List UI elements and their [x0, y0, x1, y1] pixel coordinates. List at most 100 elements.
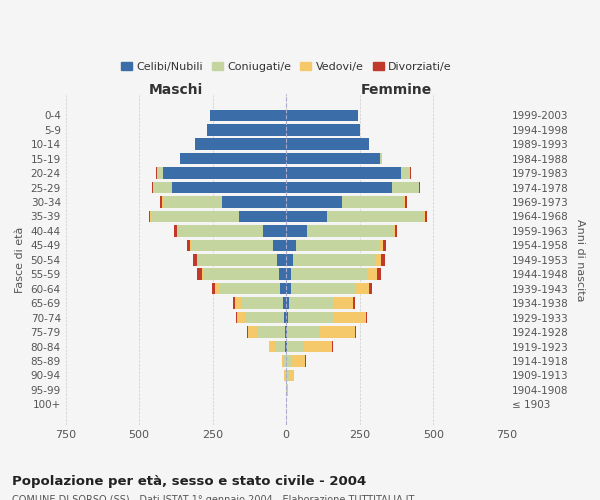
- Bar: [237, 312, 245, 324]
- Bar: [355, 283, 368, 294]
- Bar: [191, 240, 273, 251]
- Bar: [197, 254, 198, 266]
- Bar: [287, 312, 333, 324]
- Bar: [275, 340, 286, 352]
- Bar: [286, 298, 289, 309]
- Bar: [163, 196, 221, 208]
- Legend: Celibi/Nubili, Coniugati/e, Vedovi/e, Divorziati/e: Celibi/Nubili, Coniugati/e, Vedovi/e, Di…: [116, 57, 456, 76]
- Bar: [245, 312, 284, 324]
- Bar: [236, 312, 237, 324]
- Bar: [210, 110, 286, 121]
- Bar: [233, 298, 235, 309]
- Bar: [368, 283, 372, 294]
- Bar: [181, 153, 286, 164]
- Bar: [292, 355, 305, 367]
- Text: Maschi: Maschi: [149, 82, 203, 96]
- Bar: [285, 326, 286, 338]
- Bar: [160, 196, 162, 208]
- Bar: [279, 268, 286, 280]
- Bar: [375, 254, 381, 266]
- Bar: [284, 312, 286, 324]
- Bar: [383, 240, 386, 251]
- Bar: [333, 312, 365, 324]
- Bar: [304, 340, 332, 352]
- Bar: [195, 138, 286, 150]
- Bar: [392, 182, 419, 194]
- Bar: [296, 240, 380, 251]
- Bar: [285, 370, 286, 381]
- Bar: [319, 326, 355, 338]
- Bar: [293, 254, 375, 266]
- Bar: [365, 312, 367, 324]
- Bar: [290, 283, 355, 294]
- Bar: [151, 210, 239, 222]
- Bar: [273, 240, 286, 251]
- Bar: [207, 124, 286, 136]
- Bar: [152, 182, 153, 194]
- Bar: [149, 210, 151, 222]
- Bar: [286, 124, 360, 136]
- Bar: [286, 182, 392, 194]
- Bar: [286, 138, 368, 150]
- Bar: [283, 355, 286, 367]
- Y-axis label: Fasce di età: Fasce di età: [15, 226, 25, 293]
- Bar: [235, 298, 241, 309]
- Bar: [380, 240, 383, 251]
- Bar: [286, 355, 292, 367]
- Bar: [190, 240, 191, 251]
- Bar: [286, 168, 401, 179]
- Bar: [239, 210, 286, 222]
- Bar: [342, 196, 404, 208]
- Bar: [286, 254, 293, 266]
- Bar: [269, 340, 275, 352]
- Bar: [401, 168, 410, 179]
- Text: COMUNE DI SORSO (SS) - Dati ISTAT 1° gennaio 2004 - Elaborazione TUTTITALIA.IT: COMUNE DI SORSO (SS) - Dati ISTAT 1° gen…: [12, 495, 415, 500]
- Bar: [248, 326, 257, 338]
- Bar: [381, 254, 385, 266]
- Bar: [419, 182, 420, 194]
- Bar: [286, 196, 342, 208]
- Bar: [292, 268, 368, 280]
- Bar: [289, 298, 334, 309]
- Text: Femmine: Femmine: [361, 82, 432, 96]
- Bar: [257, 326, 285, 338]
- Bar: [286, 370, 289, 381]
- Bar: [280, 283, 286, 294]
- Bar: [157, 168, 163, 179]
- Bar: [286, 210, 328, 222]
- Bar: [178, 225, 263, 236]
- Bar: [425, 210, 427, 222]
- Bar: [380, 153, 382, 164]
- Bar: [221, 196, 286, 208]
- Bar: [286, 326, 287, 338]
- Bar: [286, 312, 287, 324]
- Bar: [172, 182, 286, 194]
- Bar: [204, 268, 279, 280]
- Bar: [368, 268, 377, 280]
- Bar: [263, 225, 286, 236]
- Bar: [277, 254, 286, 266]
- Bar: [334, 298, 353, 309]
- Bar: [286, 268, 292, 280]
- Bar: [355, 326, 356, 338]
- Bar: [394, 225, 395, 236]
- Bar: [286, 110, 358, 121]
- Bar: [283, 298, 286, 309]
- Bar: [218, 283, 280, 294]
- Bar: [202, 268, 204, 280]
- Bar: [154, 182, 172, 194]
- Bar: [328, 210, 424, 222]
- Bar: [377, 268, 381, 280]
- Bar: [424, 210, 425, 222]
- Bar: [287, 326, 319, 338]
- Bar: [187, 240, 190, 251]
- Bar: [175, 225, 177, 236]
- Bar: [212, 283, 215, 294]
- Y-axis label: Anni di nascita: Anni di nascita: [575, 218, 585, 301]
- Bar: [163, 168, 286, 179]
- Text: Popolazione per età, sesso e stato civile - 2004: Popolazione per età, sesso e stato civil…: [12, 475, 366, 488]
- Bar: [395, 225, 397, 236]
- Bar: [307, 225, 394, 236]
- Bar: [286, 153, 380, 164]
- Bar: [215, 283, 218, 294]
